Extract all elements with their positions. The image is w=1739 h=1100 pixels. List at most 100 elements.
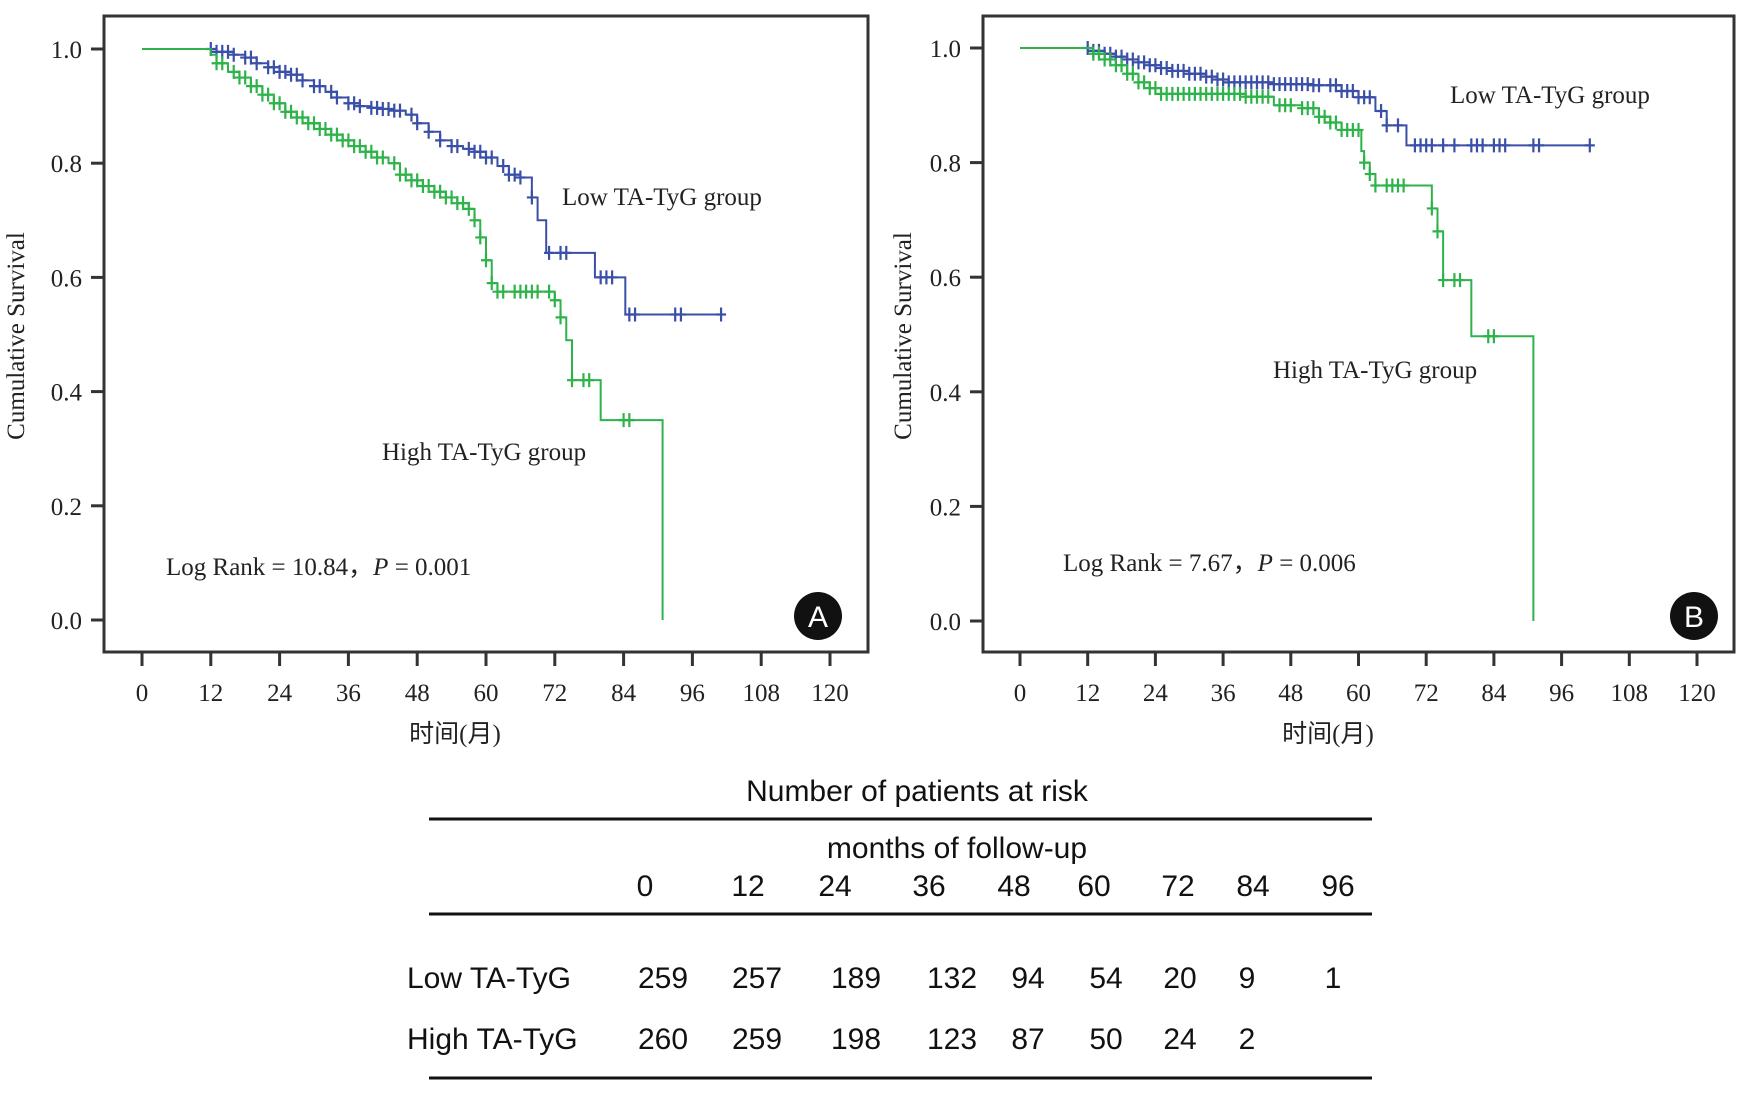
risk-table-cell: 259 bbox=[732, 1023, 782, 1056]
panel-a-low-censor-mark bbox=[326, 84, 337, 99]
panel-b-high-censor-mark bbox=[1116, 58, 1127, 73]
panel-b-high-censor-mark bbox=[1263, 89, 1274, 104]
panel-a-low-censor-mark bbox=[544, 245, 555, 260]
panel-a-low-censor-mark bbox=[372, 100, 383, 115]
risk-table-cell: 94 bbox=[1011, 962, 1044, 995]
panel-a-high-censor-mark bbox=[498, 284, 509, 299]
panel-b-high-censor-mark bbox=[1093, 46, 1104, 61]
panel-a-low-censor-mark bbox=[383, 101, 394, 116]
panel-a-y-ticks: 0.0 0.2 0.4 0.6 0.8 1.0 bbox=[51, 37, 104, 635]
panel-a-high-censor-mark bbox=[240, 70, 251, 85]
panel-a-high-censor-mark bbox=[435, 184, 446, 199]
panel-b-x-tick-label: 72 bbox=[1414, 680, 1439, 707]
risk-table-cell: 2 bbox=[1239, 1023, 1256, 1056]
risk-table-cell: 189 bbox=[831, 962, 881, 995]
panel-b-low-censor-mark bbox=[1381, 118, 1392, 133]
panel-b-low-censor-mark bbox=[1314, 78, 1325, 93]
panel-b-high-censor-mark bbox=[1398, 178, 1409, 193]
panel-a-low-censor-mark bbox=[630, 307, 641, 322]
panel-b-high-group-label: High TA-TyG group bbox=[1273, 357, 1477, 384]
panel-b-high-censor-mark bbox=[1432, 224, 1443, 239]
panel-b-y-ticks: 0.0 0.2 0.4 0.6 0.8 1.0 bbox=[930, 36, 983, 636]
panel-b-x-tick-label: 108 bbox=[1611, 680, 1649, 707]
panel-b-x-tick-label: 24 bbox=[1143, 680, 1169, 707]
panel-b-y-tick-label: 0.6 bbox=[930, 265, 961, 292]
panel-b-low-censor-mark bbox=[1534, 138, 1545, 153]
panel-a-y-tick-label: 1.0 bbox=[51, 37, 82, 64]
panel-b-low-censor-mark bbox=[1263, 75, 1274, 90]
panel-a-high-censor-mark bbox=[469, 213, 480, 228]
panel-b-low-censor-mark bbox=[1584, 138, 1595, 153]
risk-table-month-header-cell: 48 bbox=[997, 870, 1030, 903]
panel-a-high-censor-mark bbox=[475, 230, 486, 245]
risk-table-cell: 132 bbox=[927, 962, 977, 995]
panel-a-x-tick-label: 120 bbox=[811, 680, 849, 707]
panel-b-high-censor-mark bbox=[1105, 52, 1116, 67]
panel-a-high-censor-mark bbox=[423, 179, 434, 194]
risk-table-row: Low TA-TyG 259 257 189 132 94 54 20 9 1 bbox=[407, 962, 1341, 995]
panel-a-low-censor-mark bbox=[423, 124, 434, 139]
panel-a-low-censor-mark bbox=[509, 167, 520, 182]
panel-a-low-censor-mark bbox=[607, 270, 618, 285]
panel-a-high-censor-mark bbox=[400, 167, 411, 182]
panel-a-high-censor-mark bbox=[567, 373, 577, 388]
panel-b-low-censor-mark bbox=[1438, 138, 1449, 153]
panel-b-high-censor-mark bbox=[1364, 167, 1375, 182]
panel-a-high-censor-mark bbox=[354, 139, 365, 154]
risk-table-subtitle: months of follow-up bbox=[827, 832, 1087, 865]
risk-table-title: Number of patients at risk bbox=[746, 775, 1089, 808]
panel-a-y-tick-label: 0.8 bbox=[51, 151, 82, 178]
panel-b-low-censor-mark bbox=[1127, 52, 1138, 67]
panel-a-low-censor-mark bbox=[331, 90, 342, 105]
panel-b-high-censor-mark bbox=[1150, 81, 1161, 96]
panel-b-low-censor-mark bbox=[1449, 138, 1460, 153]
panel-b-low-censor-mark bbox=[1206, 69, 1217, 84]
risk-table-cell: 260 bbox=[638, 1023, 688, 1056]
panel-a-low-censor-mark bbox=[406, 107, 417, 122]
panel-b-high-censor-mark bbox=[1353, 122, 1364, 137]
panel-a-x-tick-label: 48 bbox=[405, 680, 430, 707]
panel-a-high-censor-mark bbox=[463, 201, 474, 216]
panel-a-high-censor-mark bbox=[377, 150, 388, 165]
risk-table-month-header-cell: 0 bbox=[637, 870, 654, 903]
risk-table-cell: 259 bbox=[638, 962, 688, 995]
panel-a-high-censor-mark bbox=[228, 64, 239, 79]
panel-a-low-censor-mark bbox=[280, 64, 291, 79]
panel-a-high-censor-mark bbox=[263, 87, 274, 102]
panel-b-low-censor-mark bbox=[1302, 77, 1313, 92]
panel-a-high-censor-mark bbox=[331, 127, 342, 142]
panel-b-high-censor-mark bbox=[1285, 98, 1296, 113]
panel-a-x-tick-label: 12 bbox=[198, 680, 223, 707]
panel-b-badge: B bbox=[1670, 592, 1718, 640]
panel-a-low-censor-mark bbox=[463, 141, 474, 156]
panel-a-low-censor-mark bbox=[515, 170, 526, 185]
panel-a-curves bbox=[142, 42, 727, 620]
panel-a-x-tick-label: 72 bbox=[542, 680, 567, 707]
risk-table-month-header-cell: 72 bbox=[1161, 870, 1194, 903]
panel-a-low-censor-mark bbox=[716, 307, 727, 322]
panel-b-low-censor-mark bbox=[1330, 78, 1341, 93]
risk-table-row-label: High TA-TyG bbox=[407, 1023, 578, 1056]
panel-a-low-censor-mark bbox=[245, 50, 256, 65]
panel-a-low-censor-mark bbox=[412, 116, 423, 131]
panel-b-high-censor-mark bbox=[1426, 201, 1437, 216]
risk-table-month-header-cell: 84 bbox=[1236, 870, 1269, 903]
panel-a-low-censor-mark bbox=[435, 133, 446, 148]
panel-b-low-censor-mark bbox=[1477, 138, 1488, 153]
risk-table-cell: 123 bbox=[927, 1023, 977, 1056]
risk-table-cell: 24 bbox=[1163, 1023, 1196, 1056]
panel-a-high-censor-mark bbox=[624, 413, 635, 428]
panel-b-low-censor-mark bbox=[1500, 138, 1511, 153]
panel-b-x-axis-label: 时间(月) bbox=[1282, 720, 1374, 748]
panel-a-y-tick-label: 0.2 bbox=[51, 494, 82, 521]
panel-b-x-tick-label: 96 bbox=[1549, 680, 1574, 707]
panel-b-high-censor-mark bbox=[1359, 155, 1370, 170]
panel-b-frame bbox=[981, 14, 1736, 654]
panel-a-x-tick-label: 108 bbox=[742, 680, 780, 707]
panel-a-low-censor-mark bbox=[486, 150, 497, 165]
panel-a-high-censor-mark bbox=[486, 276, 497, 291]
panel-b-x-tick-label: 60 bbox=[1346, 680, 1371, 707]
panel-b-low-censor-mark bbox=[1347, 83, 1358, 98]
risk-table-month-header-cell: 36 bbox=[912, 870, 945, 903]
panel-a-high-censor-mark bbox=[544, 284, 555, 299]
